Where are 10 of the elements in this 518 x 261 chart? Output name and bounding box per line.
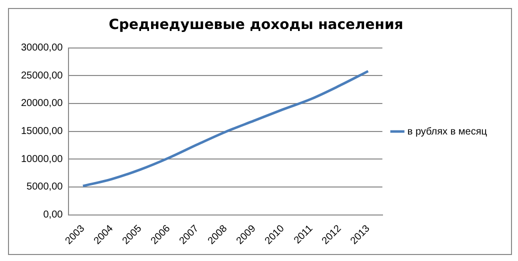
y-tick-label: 15000,00 xyxy=(20,126,64,138)
y-tick-label: 0,00 xyxy=(43,210,64,221)
legend-label: в рублях в месяц xyxy=(407,126,488,138)
line-series xyxy=(82,70,370,188)
y-tick-label: 25000,00 xyxy=(20,70,64,82)
y-tick-label: 30000,00 xyxy=(20,42,64,54)
y-tick-label: 5000,00 xyxy=(26,182,64,193)
chart-title: Среднедушевые доходы населения xyxy=(108,17,404,34)
y-tick-label: 10000,00 xyxy=(20,154,64,165)
y-tick-label: 20000,00 xyxy=(20,98,64,110)
